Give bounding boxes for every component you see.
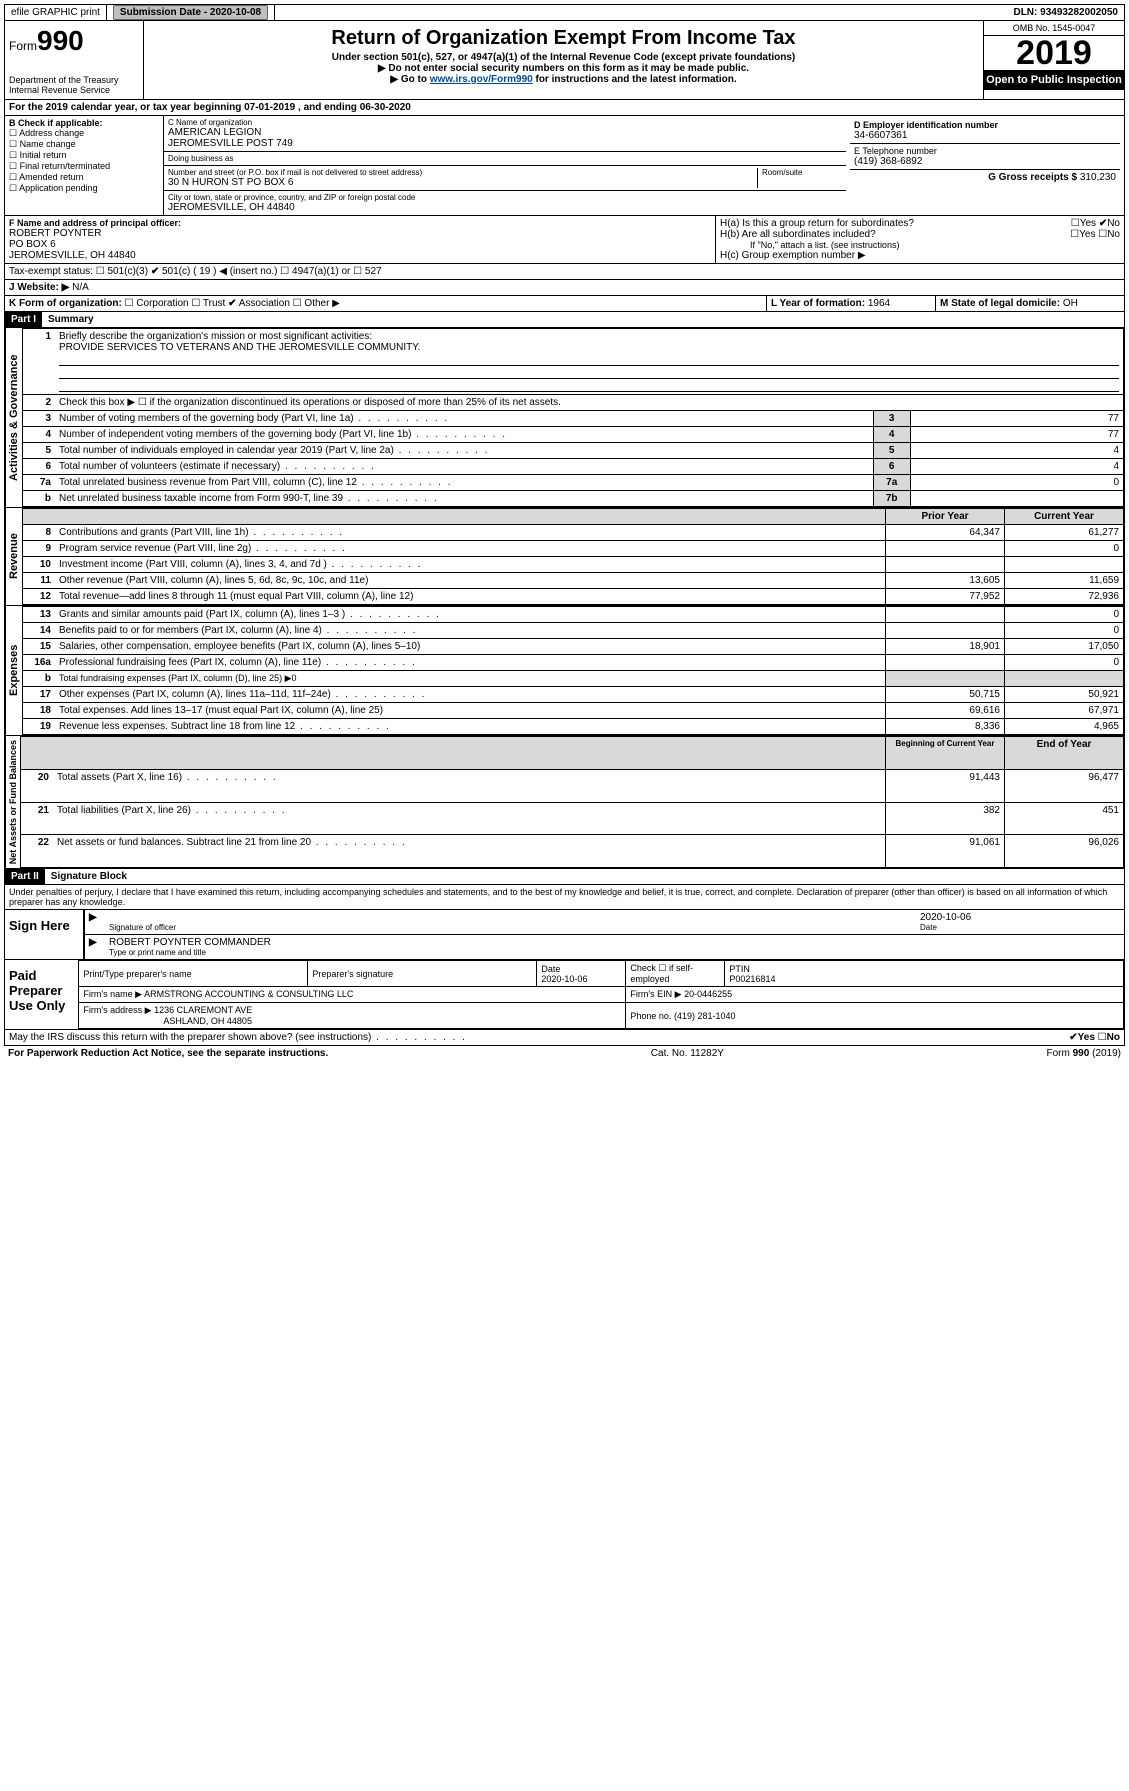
sign-here-label: Sign Here	[5, 910, 83, 959]
efile-label: efile GRAPHIC print	[5, 5, 107, 20]
paid-preparer-label: PaidPreparerUse Only	[5, 960, 78, 1029]
check-final[interactable]: ☐ Final return/terminated	[9, 161, 159, 172]
val-4: 77	[910, 427, 1123, 443]
arrow-icon: ▶	[85, 935, 105, 959]
form-org-row: K Form of organization: ☐ Corporation ☐ …	[5, 296, 767, 311]
dba-label: Doing business as	[164, 152, 846, 166]
page-footer: For Paperwork Reduction Act Notice, see …	[4, 1046, 1125, 1061]
top-bar: efile GRAPHIC print Submission Date - 20…	[4, 4, 1125, 21]
officer-addr1: PO BOX 6	[9, 239, 711, 250]
fh-block: F Name and address of principal officer:…	[4, 216, 1125, 264]
revenue-table: Prior YearCurrent Year 8Contributions an…	[22, 508, 1124, 605]
firm-ein: 20-0446255	[684, 989, 732, 999]
check-amended[interactable]: ☐ Amended return	[9, 172, 159, 183]
tax-year: 2019	[984, 36, 1124, 70]
part-2-label: Part II	[5, 869, 45, 884]
officer-print-name: ROBERT POYNTER COMMANDER	[109, 937, 1120, 948]
gross-receipts: 310,230	[1080, 172, 1116, 183]
form-title: Return of Organization Exempt From Incom…	[148, 27, 979, 50]
form-header: Form990 Department of the Treasury Inter…	[4, 21, 1125, 100]
h-b-note: If "No," attach a list. (see instruction…	[720, 240, 1120, 250]
firm-name: ARMSTRONG ACCOUNTING & CONSULTING LLC	[144, 989, 353, 999]
org-name-2: JEROMESVILLE POST 749	[168, 138, 842, 149]
perjury-text: Under penalties of perjury, I declare th…	[4, 885, 1125, 910]
firm-phone: (419) 281-1040	[674, 1011, 736, 1021]
form-number: Form990	[9, 25, 139, 57]
officer-name: ROBERT POYNTER	[9, 228, 711, 239]
h-a: H(a) Is this a group return for subordin…	[720, 218, 1120, 229]
p8: 64,347	[886, 525, 1005, 541]
org-name-1: AMERICAN LEGION	[168, 127, 842, 138]
firm-addr1: 1236 CLAREMONT AVE	[154, 1005, 252, 1015]
arrow-icon: ▶	[85, 910, 105, 934]
open-public-badge: Open to Public Inspection	[984, 70, 1124, 90]
website-row: J Website: ▶ N/A	[5, 280, 1124, 295]
room-suite: Room/suite	[757, 168, 842, 188]
form-note-link: Go to www.irs.gov/Form990 for instructio…	[148, 74, 979, 85]
val-7b	[910, 491, 1123, 507]
dept-label: Department of the Treasury	[9, 75, 139, 85]
val-3: 77	[910, 411, 1123, 427]
part-1-label: Part I	[5, 312, 42, 327]
netassets-table: Beginning of Current YearEnd of Year 20T…	[20, 736, 1124, 868]
part-1-title: Summary	[42, 312, 100, 327]
irs-label: Internal Revenue Service	[9, 85, 139, 95]
check-initial[interactable]: ☐ Initial return	[9, 150, 159, 161]
year-formation: L Year of formation: 1964	[767, 296, 936, 311]
val-6: 4	[910, 459, 1123, 475]
phone-value: (419) 368-6892	[854, 156, 1116, 167]
tax-exempt-row: Tax-exempt status: ☐ 501(c)(3) 501(c) ( …	[5, 264, 1124, 279]
mission-text: PROVIDE SERVICES TO VETERANS AND THE JER…	[59, 342, 420, 353]
org-address: 30 N HURON ST PO BOX 6	[168, 177, 757, 188]
ein-value: 34-6607361	[854, 130, 1116, 141]
box-c: C Name of organization AMERICAN LEGION J…	[164, 116, 846, 215]
expenses-table: 13Grants and similar amounts paid (Part …	[22, 606, 1124, 735]
discuss-row: May the IRS discuss this return with the…	[5, 1030, 1124, 1045]
val-5: 4	[910, 443, 1123, 459]
submission-button[interactable]: Submission Date - 2020-10-08	[113, 5, 268, 20]
h-c: H(c) Group exemption number ▶	[720, 250, 1120, 261]
val-7a: 0	[910, 475, 1123, 491]
c8: 61,277	[1005, 525, 1124, 541]
dln-label: DLN: 93493282002050	[1007, 5, 1124, 20]
irs-link[interactable]: www.irs.gov/Form990	[430, 74, 533, 85]
h-b: H(b) Are all subordinates included? ☐Yes…	[720, 229, 1120, 240]
side-expenses: Expenses	[5, 606, 22, 735]
prep-date: 2020-10-06	[541, 974, 587, 984]
side-revenue: Revenue	[5, 508, 22, 605]
box-deg: D Employer identification number 34-6607…	[846, 116, 1124, 215]
org-city: JEROMESVILLE, OH 44840	[168, 202, 842, 213]
firm-addr2: ASHLAND, OH 44805	[83, 1016, 252, 1026]
part-2-title: Signature Block	[45, 869, 133, 884]
line-a: For the 2019 calendar year, or tax year …	[5, 100, 1124, 115]
paid-preparer-table: Print/Type preparer's name Preparer's si…	[78, 960, 1124, 1029]
identity-block: B Check if applicable: ☐ Address change …	[4, 116, 1125, 216]
ptin-value: P00216814	[729, 974, 775, 984]
side-governance: Activities & Governance	[5, 328, 22, 507]
form-subtitle: Under section 501(c), 527, or 4947(a)(1)…	[148, 52, 979, 63]
check-address[interactable]: ☐ Address change	[9, 128, 159, 139]
side-netassets: Net Assets or Fund Balances	[5, 736, 20, 868]
state-domicile: M State of legal domicile: OH	[936, 296, 1124, 311]
box-b: B Check if applicable: ☐ Address change …	[5, 116, 164, 215]
officer-addr2: JEROMESVILLE, OH 44840	[9, 250, 711, 261]
sign-date: 2020-10-06	[920, 912, 1120, 923]
governance-table: 1 Briefly describe the organization's mi…	[22, 328, 1124, 507]
check-pending[interactable]: ☐ Application pending	[9, 183, 159, 194]
check-name[interactable]: ☐ Name change	[9, 139, 159, 150]
form-note-ssn: Do not enter social security numbers on …	[148, 63, 979, 74]
